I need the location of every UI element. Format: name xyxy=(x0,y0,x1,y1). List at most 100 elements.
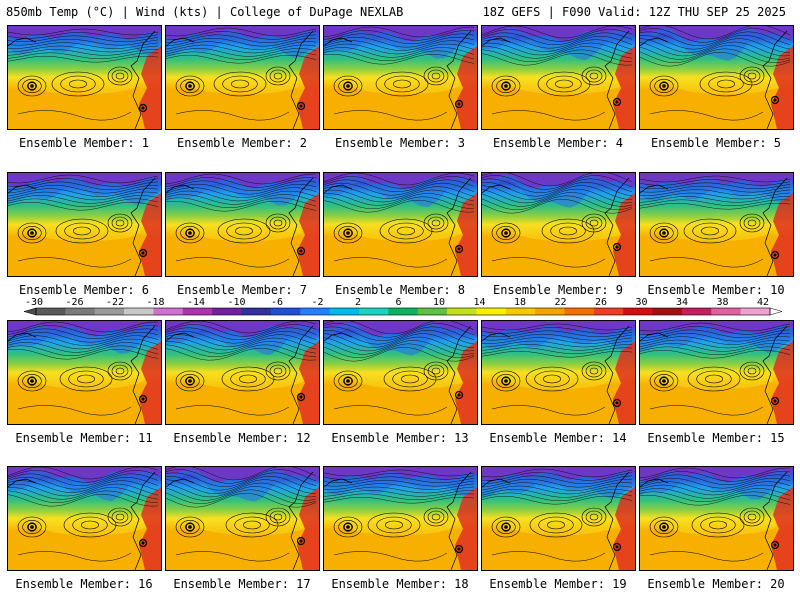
wind-streamline xyxy=(482,475,633,485)
contour-line xyxy=(17,110,132,121)
ensemble-member-map xyxy=(165,25,320,130)
wind-streamline xyxy=(640,45,791,60)
continent-hot-area xyxy=(297,46,319,129)
circulation-contour xyxy=(180,374,200,388)
ensemble-member-map xyxy=(7,466,162,571)
ensemble-member-map xyxy=(7,25,162,130)
circulation-contour xyxy=(743,364,761,378)
wind-streamline xyxy=(324,336,475,352)
warm-band xyxy=(31,221,141,241)
cyclone-center xyxy=(773,98,777,102)
circulation-contour xyxy=(180,226,200,240)
circulation-contour xyxy=(55,218,109,244)
ensemble-member-caption: Ensemble Member: 19 xyxy=(489,577,627,591)
circulation-contour xyxy=(22,226,42,240)
circulation-contour xyxy=(265,66,291,86)
wind-streamline xyxy=(482,192,633,207)
circulation-contour xyxy=(739,66,765,86)
cyclone-marker xyxy=(770,540,780,550)
ensemble-map-graphic xyxy=(324,173,477,276)
contour-line xyxy=(649,110,764,121)
circulation-contour xyxy=(649,516,679,538)
continent-hot-area xyxy=(139,341,161,424)
ensemble-map-graphic xyxy=(640,321,793,424)
cyclone-center xyxy=(141,397,145,401)
wind-streamline xyxy=(166,37,316,47)
circulation-contour xyxy=(534,370,570,388)
wind-streamline xyxy=(8,470,159,483)
circulation-contour xyxy=(175,75,205,97)
circulation-contour xyxy=(81,520,99,530)
cyclone-marker xyxy=(659,81,669,91)
cyclone-marker xyxy=(138,248,148,258)
cyclone-center xyxy=(457,547,461,551)
colorbar-segment xyxy=(476,308,507,315)
colorbar-segment xyxy=(153,308,184,315)
ensemble-member-caption: Ensemble Member: 16 xyxy=(15,577,153,591)
circulation-contour xyxy=(739,213,765,233)
circulation-contour xyxy=(654,520,674,534)
contour-line xyxy=(333,405,448,416)
ensemble-map-graphic xyxy=(482,26,635,129)
cold-air-region xyxy=(8,467,161,502)
circulation-contour xyxy=(338,226,358,240)
wind-streamline xyxy=(324,490,475,497)
ensemble-member-caption: Ensemble Member: 1 xyxy=(18,136,150,150)
wind-streamline xyxy=(166,347,317,361)
circulation-contour xyxy=(269,510,287,524)
wind-streamline xyxy=(482,337,633,344)
header-valid-time: 18Z GEFS | F090 Valid: 12Z THU SEP 25 20… xyxy=(482,5,786,19)
ensemble-map-graphic xyxy=(640,173,793,276)
warm-band xyxy=(192,221,302,241)
coastline xyxy=(762,30,788,129)
cyclone-center xyxy=(346,525,350,529)
wind-streamline xyxy=(166,469,317,484)
warm-band xyxy=(34,369,144,389)
wind-streamline xyxy=(482,333,633,341)
circulation-contour xyxy=(379,218,433,244)
wind-streamline xyxy=(324,199,475,213)
circulation-contour xyxy=(59,366,113,392)
ensemble-map-graphic xyxy=(324,26,477,129)
ensemble-map-graphic xyxy=(166,26,319,129)
wind-streamline xyxy=(166,472,317,488)
coastline xyxy=(130,471,156,570)
continent-hot-area xyxy=(139,193,161,276)
coastline xyxy=(762,471,788,570)
wind-streamline xyxy=(166,44,317,54)
ensemble-member-caption: Ensemble Member: 8 xyxy=(334,283,466,297)
ensemble-member-map xyxy=(639,466,794,571)
coastline xyxy=(762,177,788,276)
wind-streamline xyxy=(482,195,633,211)
coastline xyxy=(604,471,630,570)
wind-streamline xyxy=(166,41,317,50)
wind-streamline xyxy=(324,469,475,477)
wind-streamline xyxy=(640,332,790,342)
circulation-contour xyxy=(17,370,47,392)
wind-streamline xyxy=(640,35,791,50)
wind-streamline xyxy=(324,473,475,480)
wind-streamline xyxy=(166,173,316,185)
ensemble-member-caption: Ensemble Member: 12 xyxy=(173,431,311,445)
colorbar-tick-label: 26 xyxy=(595,297,607,308)
wind-streamline xyxy=(482,185,633,200)
ensemble-member-map xyxy=(165,320,320,425)
ensemble-member-map xyxy=(481,466,636,571)
warm-band xyxy=(672,74,782,94)
ensemble-member-caption: Ensemble Member: 18 xyxy=(331,577,469,591)
circulation-contour xyxy=(717,79,735,89)
wind-streamline xyxy=(8,28,159,36)
circulation-contour xyxy=(654,226,674,240)
coastline xyxy=(130,30,156,129)
cyclone-center xyxy=(188,525,192,529)
ensemble-member-caption: Ensemble Member: 5 xyxy=(650,136,782,150)
wind-streamline xyxy=(166,34,317,44)
wind-streamline xyxy=(640,326,791,335)
wind-streamline xyxy=(166,180,317,191)
cyclone-center xyxy=(346,231,350,235)
coastline-west xyxy=(482,37,511,47)
wind-streamline xyxy=(482,49,633,63)
colorbar-segment xyxy=(711,308,742,315)
ensemble-member-map xyxy=(481,25,636,130)
circulation-contour xyxy=(696,370,732,388)
